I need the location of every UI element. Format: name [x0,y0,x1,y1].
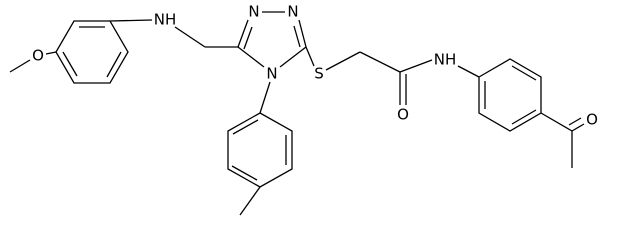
bond [62,51,78,77]
bond [568,117,582,126]
bond [457,65,480,78]
bond [540,112,573,132]
atom-label: NH [154,11,177,29]
bond [511,65,537,81]
bond [45,51,57,55]
atom-label: N [248,3,259,21]
ring [478,58,542,132]
bond [174,26,206,48]
bond [305,46,315,67]
bond [237,46,265,68]
atom-label: N [266,65,277,83]
bond [239,186,261,216]
bond [109,19,153,22]
bonds [9,11,585,216]
atom-label: O [32,47,44,65]
bond [511,109,537,125]
bond [325,51,361,71]
bond [106,51,122,78]
bond [298,19,307,48]
atom-label: S [314,65,324,83]
bond [571,123,585,132]
bond [399,59,433,73]
atom-label: O [586,111,598,129]
bond [279,46,307,68]
bond [232,119,259,135]
bond [293,25,301,48]
bond [237,19,249,48]
atom-label: N [287,3,298,21]
ring [227,112,293,188]
bond [243,26,253,50]
atom-label: NH [434,51,457,69]
atom-label: O [397,106,409,124]
bond [359,51,401,73]
ring [55,20,129,84]
bond [259,81,271,114]
bond [231,165,258,181]
bond [9,59,31,73]
